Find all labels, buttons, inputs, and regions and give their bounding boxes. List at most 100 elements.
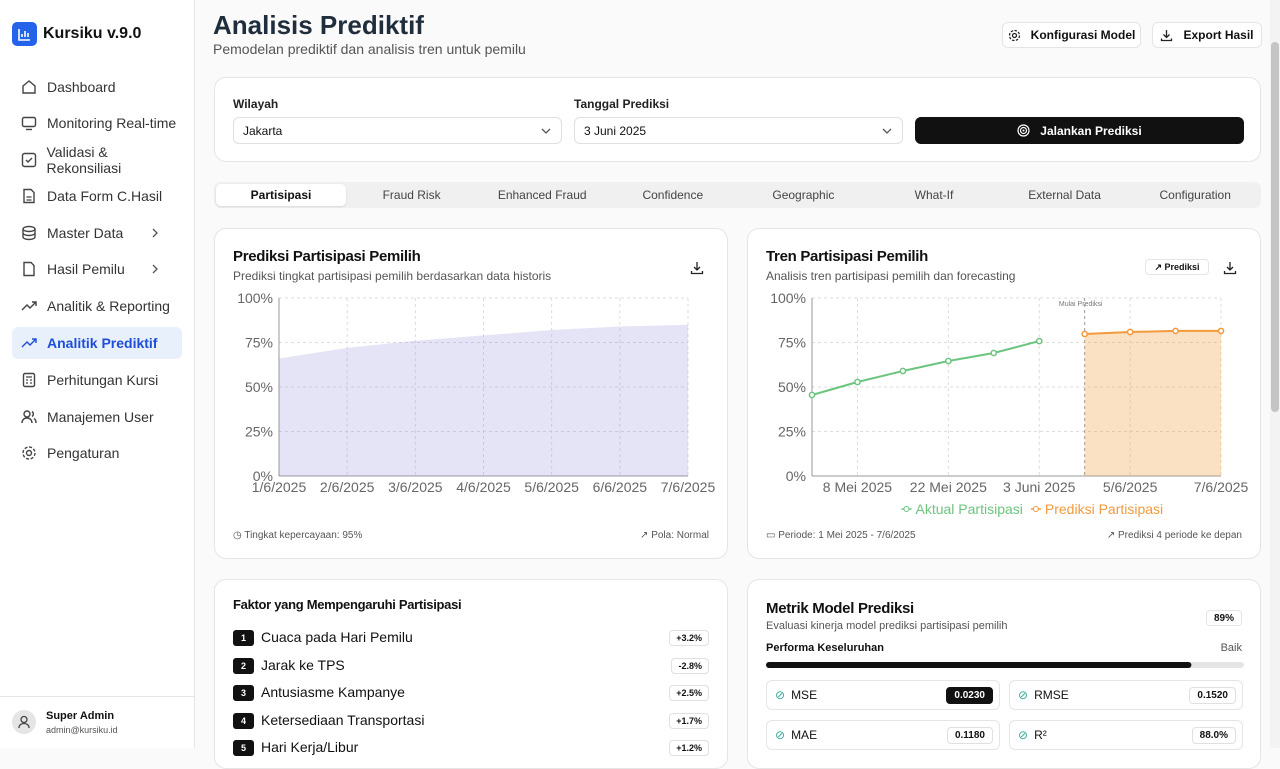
card-footer: ↗ Pola: Normal [640, 530, 709, 541]
region-select[interactable]: Jakarta [233, 117, 562, 144]
x-tick-label: 4/6/2025 [456, 479, 511, 495]
tab[interactable]: Confidence [642, 188, 704, 202]
tab[interactable]: Fraud Risk [382, 188, 441, 202]
tab[interactable]: Geographic [772, 188, 835, 202]
line [1084, 329, 1221, 335]
factor-name: Jarak ke TPS [261, 656, 345, 673]
nav-icon [21, 410, 37, 424]
nav-item[interactable]: Hasil Pemilu [12, 253, 182, 285]
avatar[interactable] [12, 710, 36, 734]
nav-icon [23, 261, 35, 277]
point [899, 367, 907, 375]
filter-label: Tanggal Prediksi [574, 97, 670, 111]
nav-label: Master Data [47, 225, 124, 241]
impact-badge: +1.7% [669, 712, 709, 729]
nav-item[interactable]: Manajemen User [12, 401, 182, 433]
nav-icon [22, 446, 36, 460]
metric-name: R² [1034, 728, 1047, 742]
tab-active[interactable]: Partisipasi [216, 184, 346, 206]
point [1035, 337, 1043, 345]
card-title: Prediksi Partisipasi Pemilih [233, 248, 421, 265]
metric-name: RMSE [1034, 688, 1069, 702]
nav-item[interactable]: Data Form C.Hasil [12, 180, 182, 212]
legend-label: Aktual Partisipasi [916, 501, 1023, 517]
chart-card: Tren Partisipasi Pemilih Analisis tren p… [747, 228, 1261, 559]
avatar-icon [18, 715, 30, 729]
nav-item-active[interactable]: Analitik Prediktif [12, 327, 182, 359]
point [990, 349, 998, 357]
user-name: Super Admin [46, 710, 115, 722]
y-tick-label: 50% [245, 379, 273, 395]
run-button[interactable]: Jalankan Prediksi [915, 117, 1244, 144]
nav-icon [22, 372, 36, 388]
nav-label: Monitoring Real-time [47, 115, 177, 131]
config-button[interactable]: Konfigurasi Model [1002, 22, 1141, 48]
tab[interactable]: What-If [914, 188, 954, 202]
logo [12, 22, 37, 46]
divider [0, 696, 194, 697]
download-icon[interactable] [1223, 261, 1237, 275]
nav-item[interactable]: Validasi & Rekonsiliasi [12, 144, 182, 176]
card-subtitle: Evaluasi kinerja model prediksi partisip… [766, 620, 1008, 632]
scrollbar[interactable] [1270, 0, 1280, 748]
tab[interactable]: External Data [1028, 188, 1101, 202]
forecast-badge[interactable]: ↗ Prediksi [1145, 259, 1209, 275]
y-tick-label: 0% [253, 468, 273, 484]
metric-box: ⊘ MSE 0.0230 [766, 680, 1000, 710]
nav-item[interactable]: Analitik & Reporting [12, 290, 182, 322]
download-icon[interactable] [690, 261, 704, 275]
metric-box: ⊘ RMSE 0.1520 [1009, 680, 1243, 710]
factors-card: Faktor yang Mempengaruhi Partisipasi 1 Cu… [214, 579, 728, 769]
progress-fill [766, 662, 1192, 668]
check-icon: ⊘ [775, 688, 786, 702]
nav-item[interactable]: Monitoring Real-time [12, 107, 182, 139]
performance-value: Baik [1220, 642, 1242, 654]
y-tick-label: 25% [778, 424, 806, 440]
nav-item[interactable]: Dashboard [12, 71, 182, 103]
nav-icon [21, 116, 37, 131]
x-tick-label: 5/6/2025 [524, 479, 579, 495]
date-select[interactable]: 3 Juni 2025 [574, 117, 903, 144]
point [944, 357, 952, 365]
point [1126, 328, 1134, 336]
score-badge: 89% [1206, 610, 1242, 626]
nav-label: Manajemen User [47, 409, 154, 425]
nav-label: Analitik Prediktif [47, 335, 158, 351]
nav-item[interactable]: Master Data [12, 217, 182, 249]
nav-label: Analitik & Reporting [47, 298, 170, 314]
factor-name: Hari Kerja/Libur [261, 739, 359, 755]
sidebar: Kursiku v.9.0 Dashboard Monitoring Real-… [0, 0, 195, 748]
y-tick-label: 100% [770, 290, 806, 306]
impact-badge: +3.2% [669, 630, 709, 646]
rank-badge: 3 [233, 685, 254, 701]
footer-text: Pola: Normal [651, 530, 709, 541]
nav-label: Pengaturan [47, 445, 120, 461]
nav-label: Dashboard [47, 79, 116, 95]
point [808, 391, 816, 399]
export-button[interactable]: Export Hasil [1152, 22, 1262, 48]
x-tick-label: 6/6/2025 [593, 479, 648, 495]
metric-value: 0.1520 [1189, 686, 1236, 704]
x-tick-label: 7/6/2025 [1194, 479, 1249, 495]
tab-bar: Partisipasi Fraud Risk Enhanced Fraud Confi… [214, 182, 1261, 208]
x-tick-label: 1/6/2025 [252, 479, 307, 495]
legend-swatch [1032, 506, 1039, 512]
nav-item[interactable]: Perhitungan Kursi [12, 364, 182, 396]
nav-label: Data Form C.Hasil [47, 188, 163, 204]
rank-badge: 4 [233, 712, 254, 729]
card-title: Metrik Model Prediksi [766, 600, 914, 617]
nav-item[interactable]: Pengaturan [12, 437, 182, 469]
impact-badge: +2.5% [669, 685, 709, 701]
scroll-thumb[interactable] [1271, 42, 1279, 412]
nav-icon [23, 188, 35, 204]
chart: 0% 25% 50% 75% 100% 1/6/2025 2/6/2025 3/6/2025 4… [237, 290, 715, 495]
tab[interactable]: Configuration [1159, 188, 1231, 202]
progress-bar [766, 662, 1244, 668]
metric-box: ⊘ R² 88.0% [1009, 720, 1243, 750]
x-tick-label: 8 Mei 2025 [823, 479, 892, 495]
page-title: Analisis Prediktif [213, 10, 424, 40]
tab[interactable]: Enhanced Fraud [497, 188, 587, 202]
impact-badge: -2.8% [671, 657, 709, 674]
factor-name: Cuaca pada Hari Pemilu [261, 629, 413, 645]
